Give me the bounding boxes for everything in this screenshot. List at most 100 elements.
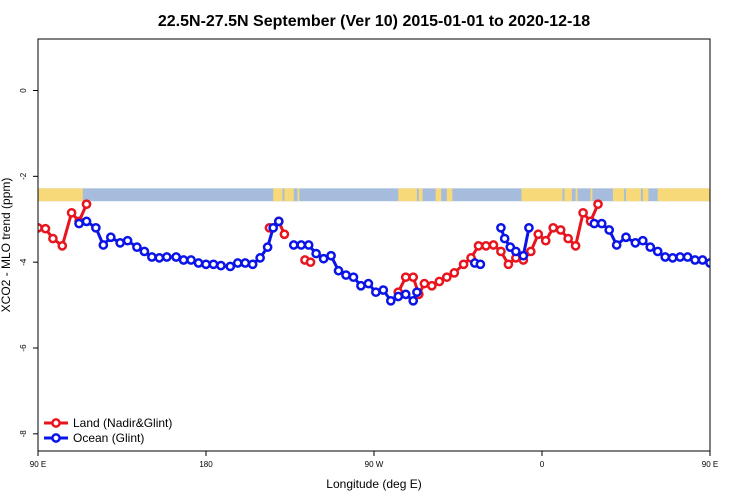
data-point bbox=[458, 259, 469, 270]
ocean-band bbox=[38, 188, 710, 202]
land-band-segment bbox=[564, 188, 572, 202]
data-point bbox=[540, 235, 551, 246]
land-band-segment bbox=[590, 188, 593, 202]
data-point bbox=[697, 255, 708, 265]
data-point bbox=[511, 246, 521, 257]
y-tick-label: 0 bbox=[19, 88, 28, 93]
data-point bbox=[548, 222, 559, 233]
land-band-segment bbox=[288, 188, 294, 202]
data-point bbox=[400, 272, 411, 283]
series-layer bbox=[38, 199, 710, 306]
legend-swatch-marker bbox=[51, 433, 61, 443]
land-band-segment bbox=[612, 188, 625, 202]
data-point bbox=[105, 232, 116, 243]
data-point bbox=[262, 242, 273, 252]
data-point bbox=[570, 241, 581, 251]
land-band-segment bbox=[446, 188, 453, 202]
data-point bbox=[667, 253, 678, 263]
x-tick-label: 180 bbox=[199, 460, 213, 469]
data-point bbox=[503, 259, 514, 270]
land-band-segment bbox=[273, 188, 283, 202]
data-point bbox=[705, 258, 710, 268]
data-point bbox=[279, 229, 290, 240]
data-point bbox=[371, 287, 381, 298]
data-point bbox=[611, 240, 622, 250]
data-point bbox=[563, 233, 573, 244]
data-point bbox=[341, 270, 351, 280]
data-point bbox=[154, 253, 165, 263]
data-point bbox=[311, 248, 321, 259]
data-point bbox=[91, 222, 101, 233]
data-point bbox=[499, 233, 510, 244]
data-point bbox=[441, 272, 452, 283]
land-band-segment bbox=[575, 188, 578, 202]
x-axis-label: Longitude (deg E) bbox=[326, 477, 421, 491]
data-point bbox=[427, 280, 437, 291]
x-axis: 90 E 180 90 W 0 90 E bbox=[30, 451, 718, 469]
y-tick-label: -6 bbox=[19, 344, 28, 352]
data-point bbox=[48, 233, 58, 244]
y-tick-label: -8 bbox=[19, 430, 28, 438]
data-point bbox=[66, 207, 77, 218]
chart-title: 22.5N-27.5N September (Ver 10) 2015-01-0… bbox=[158, 13, 590, 30]
data-point bbox=[393, 291, 404, 302]
data-point bbox=[186, 255, 196, 265]
y-axis-label: XCO2 - MLO trend (ppm) bbox=[0, 178, 13, 313]
data-point bbox=[305, 257, 316, 268]
data-point bbox=[488, 240, 499, 250]
data-point bbox=[115, 238, 125, 248]
data-point bbox=[318, 253, 329, 264]
data-point bbox=[481, 241, 491, 251]
data-point bbox=[201, 259, 211, 270]
y-tick-label: -2 bbox=[19, 172, 28, 180]
data-point bbox=[555, 225, 566, 235]
data-point bbox=[81, 216, 92, 227]
data-point bbox=[326, 250, 336, 261]
data-point bbox=[593, 199, 603, 210]
data-point bbox=[296, 240, 307, 250]
land-ocean-band bbox=[38, 188, 710, 202]
data-point bbox=[178, 255, 189, 265]
data-point bbox=[171, 252, 181, 262]
data-point bbox=[208, 259, 219, 270]
data-point bbox=[400, 289, 411, 300]
data-point bbox=[348, 272, 359, 283]
data-point bbox=[40, 223, 51, 234]
data-point bbox=[74, 218, 84, 229]
data-point bbox=[496, 222, 506, 233]
data-point bbox=[645, 242, 656, 252]
data-point bbox=[408, 272, 419, 283]
data-point bbox=[496, 246, 506, 257]
data-point bbox=[363, 278, 374, 289]
data-point bbox=[621, 232, 631, 243]
land-band-segment bbox=[284, 188, 289, 202]
data-point bbox=[596, 218, 607, 229]
data-point bbox=[652, 246, 663, 257]
data-point bbox=[247, 259, 258, 270]
land-band-segment bbox=[297, 188, 300, 202]
land-band-segment bbox=[657, 188, 710, 202]
data-point bbox=[161, 252, 172, 262]
data-point bbox=[675, 252, 685, 262]
data-point bbox=[139, 246, 150, 257]
data-point bbox=[533, 229, 544, 240]
data-point bbox=[690, 255, 700, 265]
legend-entry: Ocean (Glint) bbox=[73, 431, 144, 445]
data-point bbox=[225, 261, 236, 272]
data-point bbox=[630, 238, 641, 248]
data-point bbox=[81, 199, 92, 210]
data-point bbox=[122, 235, 133, 246]
legend-entry: Land (Nadir&Glint) bbox=[73, 416, 172, 430]
x-tick-label: 90 E bbox=[702, 460, 718, 469]
data-point bbox=[660, 252, 671, 262]
data-point bbox=[434, 276, 445, 287]
data-point bbox=[473, 241, 484, 251]
data-point bbox=[449, 268, 460, 278]
x-tick-label: 90 W bbox=[365, 460, 384, 469]
data-point bbox=[232, 258, 243, 268]
data-point bbox=[356, 280, 366, 291]
land-band-segment bbox=[521, 188, 563, 202]
land-band-segment bbox=[626, 188, 641, 202]
data-point bbox=[385, 295, 396, 306]
